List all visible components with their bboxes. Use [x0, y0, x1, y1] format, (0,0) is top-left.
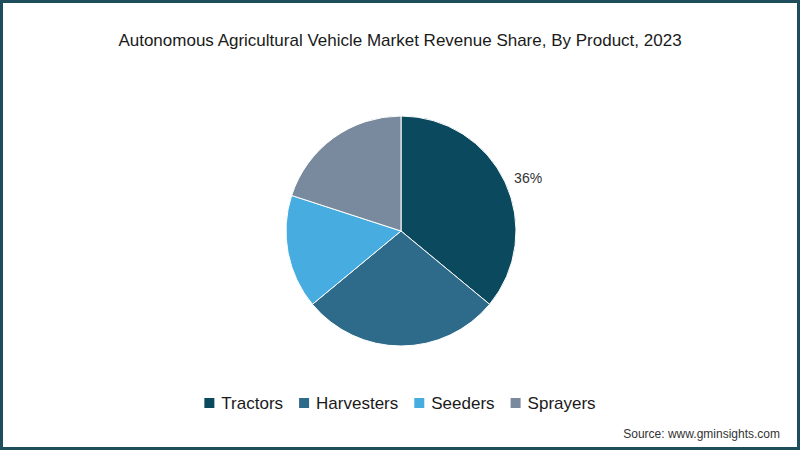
source: Source: www.gminsights.com: [623, 427, 780, 441]
title: Autonomous Agricultural Vehicle Market R…: [118, 31, 681, 50]
legend-swatch: [511, 398, 521, 408]
legend-swatch: [414, 398, 424, 408]
legend-label: Sprayers: [528, 394, 596, 413]
legend-label: Harvesters: [316, 394, 398, 413]
legend: Tractors Harvesters Seeders Sprayers: [204, 394, 595, 413]
data-label: 36%: [514, 170, 542, 186]
chart: Autonomous Agricultural Vehicle Market R…: [0, 0, 800, 450]
legend-label: Tractors: [221, 394, 283, 413]
legend-swatch: [204, 398, 214, 408]
legend-swatch: [299, 398, 309, 408]
frame: [2, 2, 799, 449]
slice: [292, 116, 401, 231]
pie: [286, 116, 516, 346]
legend-label: Seeders: [431, 394, 494, 413]
